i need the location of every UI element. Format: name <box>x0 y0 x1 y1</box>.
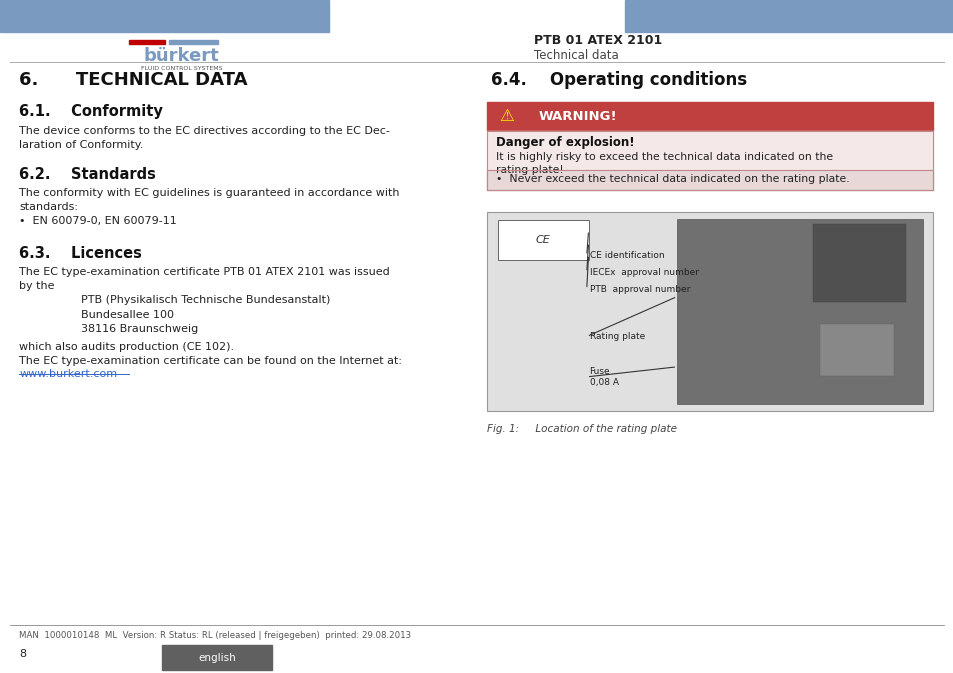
Text: 6.3.    Licences: 6.3. Licences <box>19 246 142 260</box>
Text: IECEx  approval number: IECEx approval number <box>589 268 698 277</box>
Bar <box>162 645 272 670</box>
Text: english: english <box>198 653 235 662</box>
Bar <box>169 40 218 44</box>
Text: 6.4.    Operating conditions: 6.4. Operating conditions <box>491 71 746 89</box>
Text: CE: CE <box>536 236 550 245</box>
Text: MAN  1000010148  ML  Version: R Status: RL (released | freigegeben)  printed: 29: MAN 1000010148 ML Version: R Status: RL … <box>19 631 411 640</box>
Text: Technical data: Technical data <box>534 48 618 62</box>
Text: PTB  approval number: PTB approval number <box>589 285 689 294</box>
Bar <box>486 170 932 190</box>
Bar <box>677 219 923 404</box>
Text: 8: 8 <box>19 649 26 659</box>
Text: which also audits production (CE 102).
The EC type-examination certificate can b: which also audits production (CE 102). T… <box>19 342 401 366</box>
Bar <box>497 220 588 260</box>
Text: Fig. 1:     Location of the rating plate: Fig. 1: Location of the rating plate <box>486 424 676 434</box>
Text: ⚠: ⚠ <box>498 108 514 125</box>
Text: WARNING!: WARNING! <box>538 110 617 123</box>
Text: CE identification: CE identification <box>589 251 663 260</box>
Text: •  Never exceed the technical data indicated on the rating plate.: • Never exceed the technical data indica… <box>496 174 849 184</box>
Text: The conformity with EC guidelines is guaranteed in accordance with
standards:
• : The conformity with EC guidelines is gua… <box>19 188 399 226</box>
Bar <box>486 102 932 131</box>
Text: Fuse
0,08 A: Fuse 0,08 A <box>589 367 618 386</box>
Bar <box>820 324 893 376</box>
Text: 6.      TECHNICAL DATA: 6. TECHNICAL DATA <box>19 71 248 89</box>
Bar <box>486 170 932 190</box>
Bar <box>129 40 165 44</box>
Text: Rating plate: Rating plate <box>589 332 644 341</box>
Bar <box>0 0 329 32</box>
Text: PTB (Physikalisch Technische Bundesanstalt)
Bundesallee 100
38116 Braunschweig: PTB (Physikalisch Technische Bundesansta… <box>81 295 330 334</box>
Bar <box>486 212 932 411</box>
Text: bürkert: bürkert <box>143 47 219 65</box>
Text: 6.1.    Conformity: 6.1. Conformity <box>19 104 163 119</box>
Text: www.burkert.com: www.burkert.com <box>19 369 117 379</box>
Text: The device conforms to the EC directives according to the EC Dec-
laration of Co: The device conforms to the EC directives… <box>19 126 390 150</box>
Text: 6.2.    Standards: 6.2. Standards <box>19 167 155 182</box>
Text: FLUID CONTROL SYSTEMS: FLUID CONTROL SYSTEMS <box>140 66 222 71</box>
Bar <box>624 0 953 32</box>
Text: Danger of explosion!: Danger of explosion! <box>496 136 634 149</box>
Text: It is highly risky to exceed the technical data indicated on the
rating plate!: It is highly risky to exceed the technic… <box>496 152 832 175</box>
Bar <box>812 224 905 302</box>
Text: The EC type-examination certificate PTB 01 ATEX 2101 was issued
by the: The EC type-examination certificate PTB … <box>19 267 390 291</box>
Bar <box>486 131 932 190</box>
Text: PTB 01 ATEX 2101: PTB 01 ATEX 2101 <box>534 34 661 47</box>
Bar <box>486 131 932 190</box>
